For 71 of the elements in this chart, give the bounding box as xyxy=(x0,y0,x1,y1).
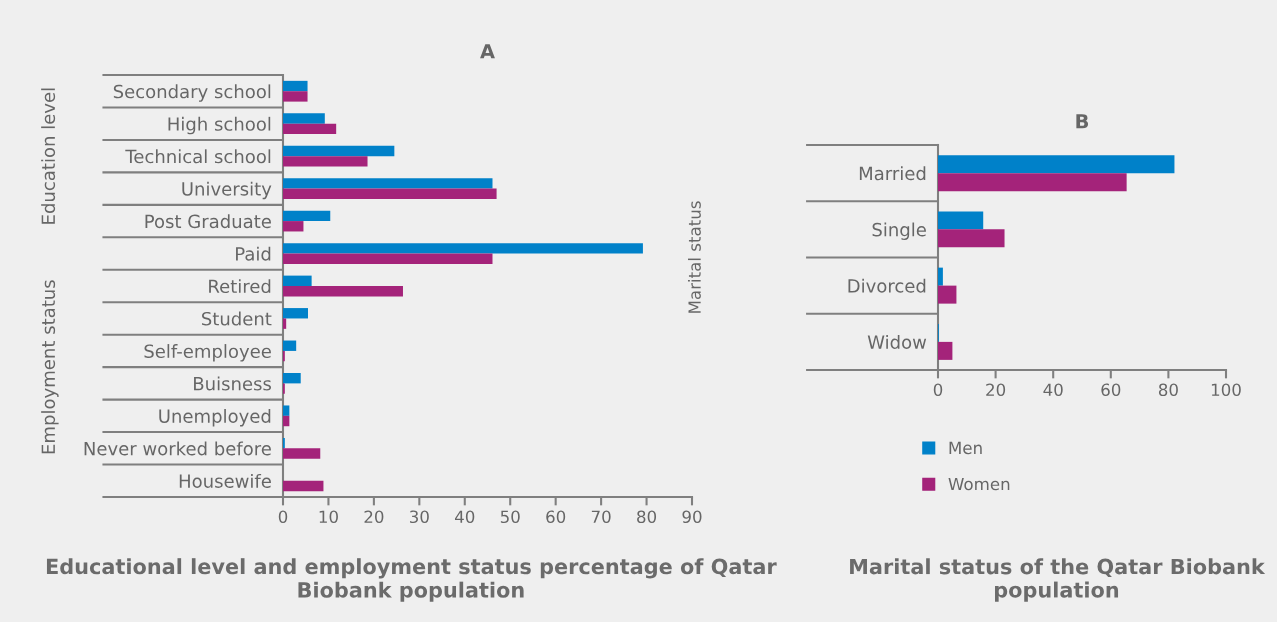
text: Educational level and employment status percentage of Qatar Biobank population xyxy=(46,558,777,602)
text: Marital status of the Qatar Biobank population xyxy=(850,558,1266,602)
bar xyxy=(283,188,497,199)
x-tick-label: 90 xyxy=(682,510,702,524)
bar xyxy=(938,229,1005,248)
bar xyxy=(283,156,368,167)
bar xyxy=(283,221,304,232)
x-tick-label: 80 xyxy=(1158,383,1178,397)
y-tick-label: Married xyxy=(859,166,926,181)
y-tick-label: Divorced xyxy=(848,278,926,293)
bar xyxy=(283,275,312,286)
x-tick-label: 20 xyxy=(364,510,384,524)
x-tick-label: 10 xyxy=(319,510,338,524)
bar xyxy=(283,373,301,384)
y-tick-label: Housewife xyxy=(179,473,271,488)
bar xyxy=(938,267,943,286)
bar xyxy=(938,341,953,360)
bar xyxy=(283,91,308,102)
x-tick-label: 80 xyxy=(637,510,657,524)
y-tick-label: Buisness xyxy=(194,376,272,391)
bar xyxy=(938,155,1175,174)
y-tick-label: Retired xyxy=(209,279,271,294)
legend-label: Women xyxy=(948,477,1010,491)
bar xyxy=(283,415,290,427)
y-tick-label: Self-employee xyxy=(144,344,271,362)
x-tick-label: 30 xyxy=(410,510,429,524)
bar xyxy=(938,211,984,230)
x-tick-label: 40 xyxy=(454,510,475,524)
bar xyxy=(283,80,308,92)
x-tick-label: 60 xyxy=(546,510,566,524)
bar xyxy=(283,405,290,416)
x-tick-label: 40 xyxy=(1043,383,1063,397)
text: Employment status xyxy=(41,280,59,454)
x-tick-label: 0 xyxy=(278,510,288,524)
bar xyxy=(283,178,493,189)
chart-title: B xyxy=(1076,114,1089,129)
bar xyxy=(283,113,325,124)
bar xyxy=(283,253,493,264)
y-tick-label: Post Graduate xyxy=(145,214,271,229)
text: Education level xyxy=(41,88,56,224)
y-tick-label: High school xyxy=(168,116,271,135)
x-tick-label: 0 xyxy=(933,383,943,397)
y-tick-label: Widow xyxy=(867,335,927,349)
bar xyxy=(283,243,643,254)
y-tick-label: Unemployed xyxy=(159,408,271,427)
bar xyxy=(283,286,403,297)
bar xyxy=(283,145,395,157)
bar xyxy=(283,123,337,135)
x-tick-label: 20 xyxy=(986,383,1006,397)
x-tick-label: 50 xyxy=(500,510,520,524)
y-tick-label: Student xyxy=(202,311,272,326)
y-tick-label: Never worked before xyxy=(84,441,271,456)
bar xyxy=(283,210,331,222)
bar xyxy=(283,340,297,351)
y-tick-label: Secondary school xyxy=(113,84,271,102)
y-axis-title: Marital status xyxy=(687,201,701,313)
bar xyxy=(283,480,324,492)
bar xyxy=(283,308,308,319)
y-tick-label: Technical school xyxy=(125,149,271,164)
x-tick-label: 60 xyxy=(1101,383,1121,397)
bar xyxy=(938,173,1127,192)
bar xyxy=(938,285,957,304)
chart-title: A xyxy=(480,44,495,59)
x-tick-label: 100 xyxy=(1211,383,1241,397)
y-tick-label: University xyxy=(182,181,272,200)
y-tick-label: Paid xyxy=(236,246,271,261)
x-tick-label: 70 xyxy=(591,510,611,524)
bar xyxy=(283,448,321,459)
y-tick-label: Single xyxy=(872,222,926,240)
bar xyxy=(283,318,287,329)
legend-label: Men xyxy=(949,441,982,455)
